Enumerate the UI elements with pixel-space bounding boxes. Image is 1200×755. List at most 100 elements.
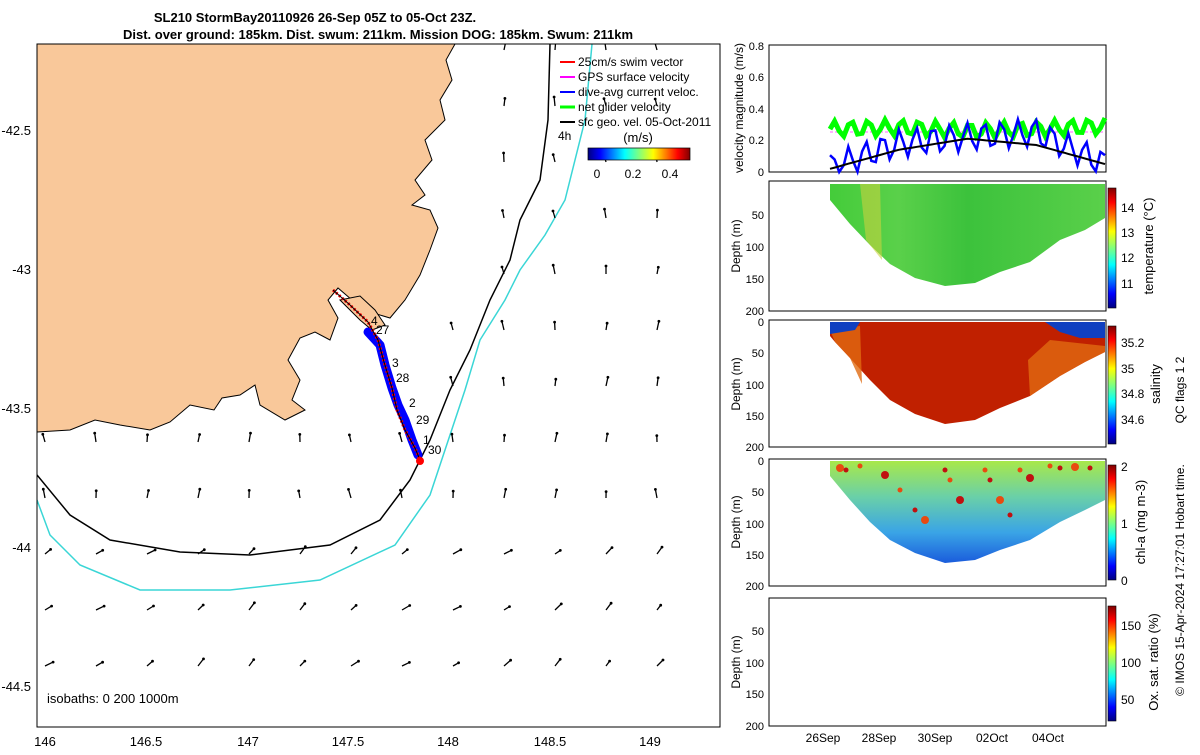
chla-cbar-label: chl-a (mg m-3)	[1133, 480, 1148, 565]
chla-patch	[943, 468, 948, 473]
figure-title-line1: SL210 StormBay20110926 26-Sep 05Z to 05-…	[154, 10, 476, 25]
oxygen-ytick: 100	[746, 658, 764, 670]
oxygen-cbar-tick: 150	[1121, 619, 1141, 633]
sfc-velocity-arrowhead	[357, 660, 360, 663]
salinity-cbar-tick: 35	[1121, 362, 1135, 376]
day-label-2: 2	[409, 396, 416, 410]
chla-patch	[858, 464, 863, 469]
chla-patch	[844, 468, 849, 473]
date-tick: 02Oct	[976, 731, 1009, 745]
isobaths-label: isobaths: 0 200 1000m	[47, 691, 179, 706]
sfc-velocity-arrowhead	[355, 604, 358, 607]
salinity-ytick: 150	[746, 411, 764, 423]
sfc-velocity-arrowhead	[605, 490, 608, 493]
map-y-tick: -43	[12, 262, 31, 277]
velocity-ylabel: velocity magnitude (m/s)	[732, 43, 746, 173]
map-y-tick: -44.5	[1, 679, 31, 694]
sfc-velocity-arrowhead	[611, 546, 614, 549]
sfc-velocity-arrowhead	[399, 489, 402, 492]
sfc-velocity-arrowhead	[202, 604, 205, 607]
sfc-velocity-arrowhead	[504, 488, 507, 491]
sfc-velocity-arrowhead	[203, 548, 206, 551]
sfc-velocity-arrowhead	[348, 434, 351, 437]
oxygen-panel: 50 100 150 200 Depth (m) 50 100 150 Ox. …	[729, 598, 1161, 733]
sfc-velocity-arrowhead	[355, 546, 358, 549]
sfc-velocity-arrowhead	[504, 97, 507, 100]
chla-ytick: 150	[746, 550, 764, 562]
sfc-velocity-arrowhead	[198, 488, 201, 491]
temperature-colorbar	[1108, 188, 1116, 308]
salinity-colorbar	[1108, 326, 1116, 444]
sfc-velocity-arrowhead	[451, 433, 454, 436]
imos-credit: © IMOS 15-Apr-2024 17:27:01 Hobart time.	[1173, 464, 1187, 696]
chla-patch	[1088, 466, 1093, 471]
temperature-cbar-tick: 11	[1121, 277, 1134, 291]
sfc-velocity-arrowhead	[605, 265, 608, 268]
colorbar-tick: 0	[594, 167, 601, 181]
map-x-tick: 147.5	[332, 734, 365, 749]
sfc-velocity-arrowhead	[610, 602, 613, 605]
sfc-velocity-arrowhead	[553, 321, 556, 324]
salinity-ytick: 50	[752, 348, 764, 360]
sfc-velocity-arrowhead	[657, 376, 660, 379]
chla-ytick: 50	[752, 487, 764, 499]
chla-patch	[983, 468, 988, 473]
sfc-velocity-arrowhead	[503, 434, 506, 437]
sfc-velocity-arrowhead	[303, 660, 306, 663]
date-axis: 26Sep 28Sep 30Sep 02Oct 04Oct	[806, 731, 1065, 745]
sfc-velocity-arrowhead	[303, 602, 306, 605]
sfc-velocity-arrowhead	[654, 488, 657, 491]
map-x-axis: 146 146.5 147 147.5 148 148.5 149	[34, 734, 661, 749]
sfc-velocity-arrowhead	[553, 96, 556, 99]
salinity-cbar-tick: 34.8	[1121, 387, 1145, 401]
temperature-ytick: 150	[746, 274, 764, 286]
sfc-velocity-arrowhead	[154, 549, 157, 552]
chla-patch	[988, 478, 993, 483]
map-y-axis: -42.5 -43 -43.5 -44 -44.5	[1, 123, 31, 694]
sfc-velocity-arrowhead	[459, 548, 462, 551]
chla-patch	[913, 508, 918, 513]
sfc-velocity-arrowhead	[501, 209, 504, 212]
salinity-panel: 0 50 100 150 200 Depth (m) 34.6 34.8 35 …	[729, 317, 1163, 454]
map-x-tick: 149	[639, 734, 661, 749]
sfc-velocity-arrowhead	[298, 433, 301, 436]
sfc-velocity-arrowhead	[406, 548, 409, 551]
chla-cbar-tick: 2	[1121, 460, 1128, 474]
sfc-velocity-arrowhead	[457, 661, 460, 664]
legend-label-sfc: sfc geo. vel. 05-Oct-2011	[578, 115, 712, 129]
map-y-tick: -43.5	[1, 401, 31, 416]
sfc-velocity-arrowhead	[198, 433, 201, 436]
oxygen-ytick: 150	[746, 689, 764, 701]
map-legend: 25cm/s swim vector GPS surface velocity …	[560, 55, 712, 129]
chla-cbar-tick: 0	[1121, 574, 1128, 588]
salinity-cbar-label: salinity	[1148, 364, 1163, 404]
day-label-30: 30	[428, 443, 442, 457]
date-tick: 04Oct	[1032, 731, 1065, 745]
velocity-ytick: 0.2	[749, 135, 764, 147]
sfc-velocity-arrowhead	[661, 546, 664, 549]
day-label-28: 28	[396, 371, 410, 385]
sfc-velocity-arrowhead	[253, 547, 256, 550]
sfc-velocity-arrowhead	[508, 605, 511, 608]
sfc-velocity-arrowhead	[147, 489, 150, 492]
sfc-velocity-arrowhead	[552, 210, 555, 213]
sfc-velocity-arrowhead	[655, 434, 658, 437]
map-x-tick: 148.5	[534, 734, 567, 749]
sfc-velocity-arrowhead	[93, 432, 96, 435]
oxygen-ylabel: Depth (m)	[729, 635, 743, 688]
sfc-velocity-arrowhead	[510, 549, 513, 552]
sfc-velocity-arrow	[605, 41, 606, 50]
oxygen-ytick: 50	[752, 626, 764, 638]
salinity-cbar-tick: 34.6	[1121, 413, 1145, 427]
map-x-tick: 146.5	[130, 734, 163, 749]
sfc-velocity-arrowhead	[50, 605, 53, 608]
sfc-velocity-arrowhead	[658, 320, 661, 323]
sfc-velocity-arrowhead	[509, 659, 512, 662]
sfc-velocity-arrowhead	[151, 660, 154, 663]
chla-ytick: 0	[758, 456, 764, 468]
glider-end-marker	[416, 457, 424, 465]
chla-patch	[1026, 474, 1034, 482]
oxygen-cbar-tick: 100	[1121, 656, 1141, 670]
chla-ytick: 100	[746, 519, 764, 531]
